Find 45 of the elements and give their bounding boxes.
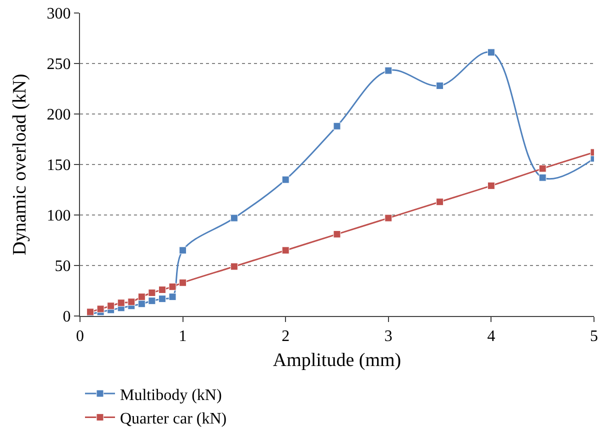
point bbox=[138, 293, 146, 301]
y-tick-label: 200 bbox=[46, 106, 71, 124]
y-tick-label: 0 bbox=[62, 308, 71, 326]
point bbox=[487, 182, 495, 190]
point bbox=[230, 214, 238, 222]
y-tick-label: 50 bbox=[54, 258, 71, 276]
x-tick-label: 3 bbox=[384, 328, 392, 346]
legend-label: Multibody (kN) bbox=[120, 386, 222, 404]
point bbox=[436, 82, 444, 90]
point bbox=[333, 230, 341, 238]
point bbox=[538, 164, 546, 172]
point bbox=[487, 48, 495, 56]
x-tick-label: 0 bbox=[76, 328, 84, 346]
y-tick-label: 100 bbox=[46, 208, 71, 225]
point bbox=[384, 66, 392, 74]
point bbox=[96, 305, 104, 313]
x-tick-label: 5 bbox=[590, 328, 598, 346]
point bbox=[138, 300, 146, 308]
x-tick-label: 1 bbox=[178, 328, 187, 346]
point bbox=[158, 286, 166, 294]
point bbox=[538, 174, 546, 182]
y-tick-label: 300 bbox=[46, 6, 71, 23]
point bbox=[282, 246, 290, 254]
point bbox=[333, 122, 341, 130]
y-axis-title: Dynamic overload (kN) bbox=[10, 74, 31, 256]
point bbox=[230, 262, 238, 270]
point bbox=[282, 176, 290, 184]
point bbox=[168, 282, 176, 290]
point bbox=[179, 278, 187, 286]
point bbox=[117, 299, 125, 307]
point bbox=[436, 198, 444, 206]
point bbox=[148, 297, 156, 305]
point bbox=[179, 246, 187, 254]
point bbox=[148, 289, 156, 297]
legend-label: Quarter car (kN) bbox=[120, 410, 227, 428]
x-tick-label: 4 bbox=[487, 328, 496, 346]
y-tick-label: 150 bbox=[46, 157, 71, 174]
point bbox=[168, 293, 176, 301]
y-tick-label: 250 bbox=[46, 56, 71, 74]
x-tick-label: 2 bbox=[282, 328, 290, 346]
x-axis-title: Amplitude (mm) bbox=[272, 350, 402, 371]
point bbox=[128, 298, 136, 306]
point bbox=[158, 295, 166, 303]
point bbox=[107, 302, 115, 310]
point bbox=[384, 214, 392, 222]
